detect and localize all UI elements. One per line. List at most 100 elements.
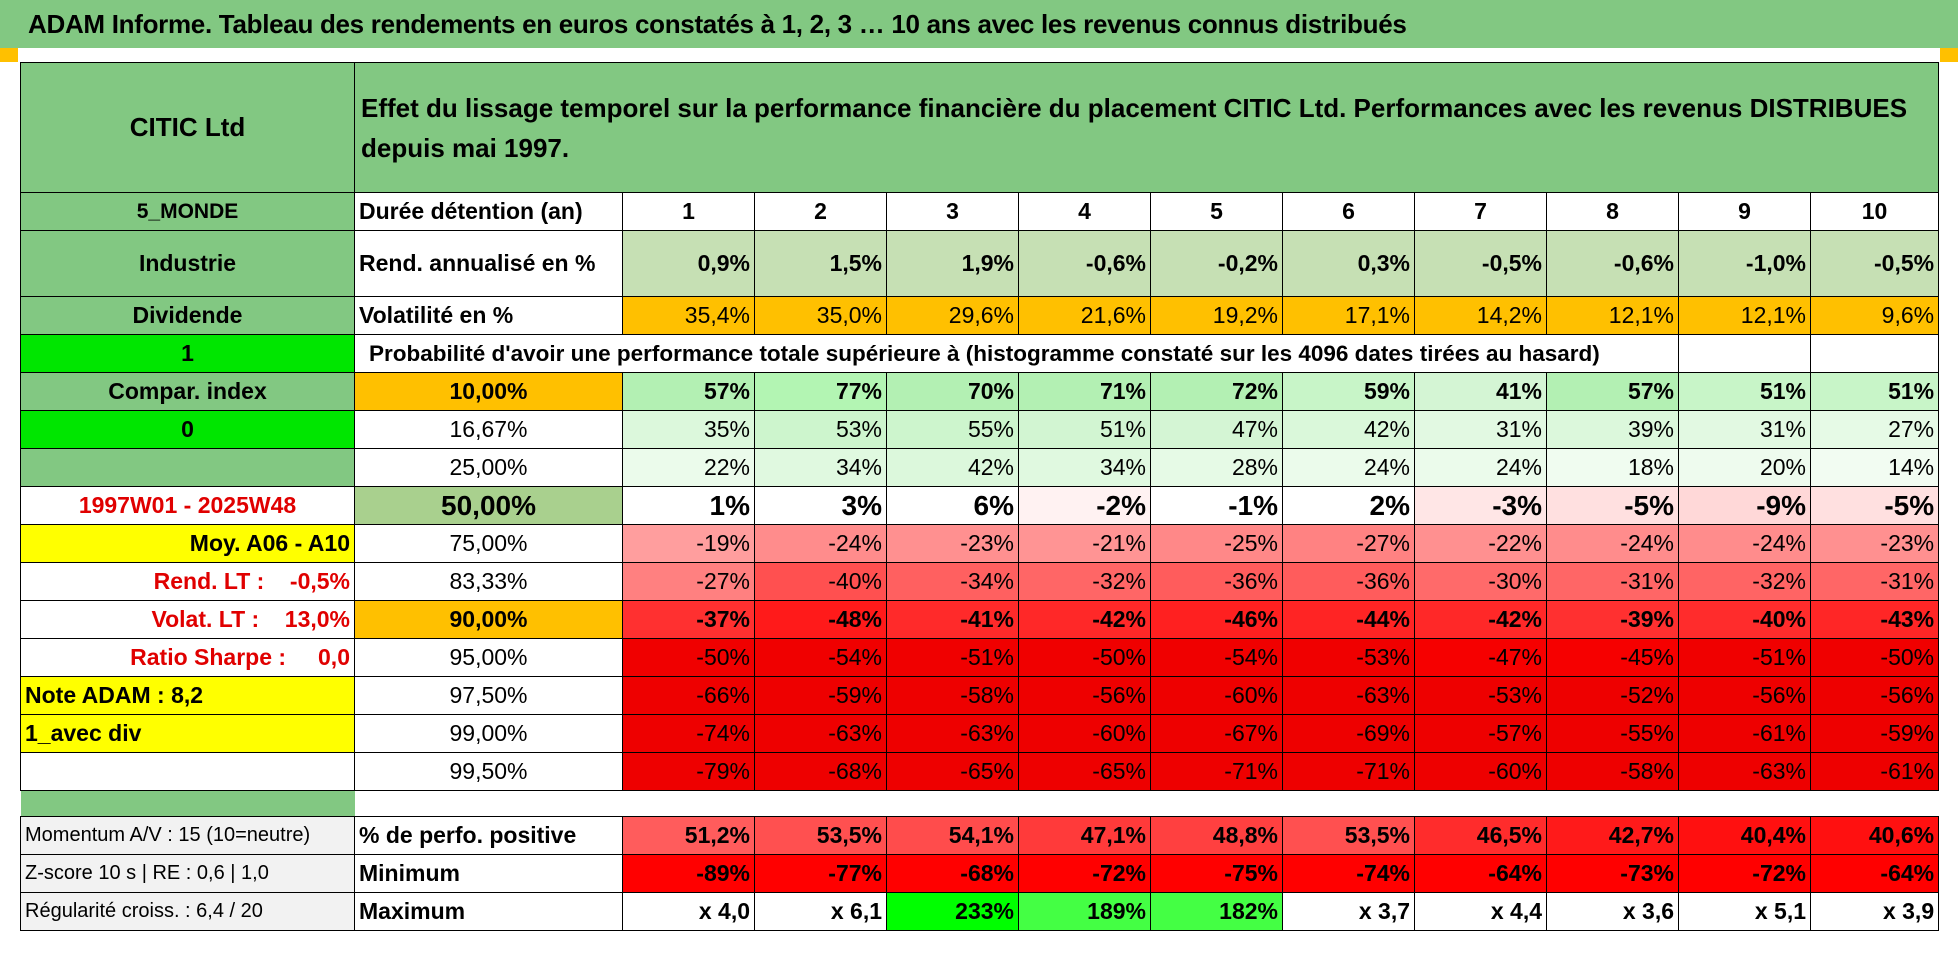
input-cell-1[interactable]: 1 [20, 334, 355, 373]
maximum-cell: x 6,1 [754, 892, 887, 931]
quantile-value-cell: -57% [1414, 714, 1547, 753]
rend-cell: -0,5% [1414, 230, 1547, 297]
asset-name: CITIC Ltd [20, 62, 355, 193]
quantile-value-cell: 18% [1546, 448, 1679, 487]
quantile-value-cell: -5% [1546, 486, 1679, 525]
quantile-value-cell: -5% [1809, 486, 1940, 525]
quantile-value-cell: -46% [1150, 600, 1283, 639]
quantile-value-cell: 57% [1546, 372, 1679, 411]
maximum-cell: x 3,6 [1546, 892, 1679, 931]
quantile-value-cell: -58% [886, 676, 1019, 715]
quantile-value-cell: -54% [1150, 638, 1283, 677]
quantile-value-cell: 35% [622, 410, 755, 449]
quantile-value-cell: -40% [1678, 600, 1811, 639]
quantile-value-cell: -50% [1809, 638, 1940, 677]
min-label: Minimum [354, 854, 623, 893]
quantile-value-cell: -51% [1678, 638, 1811, 677]
minimum-cell: -72% [1678, 854, 1811, 893]
quantile-value-cell: -56% [1018, 676, 1151, 715]
left-edge-marker [0, 48, 18, 62]
vol-cell: 17,1% [1282, 296, 1415, 335]
year-header-cell: 1 [622, 192, 755, 231]
quantile-value-cell: -74% [622, 714, 755, 753]
quantile-value-cell: -19% [622, 524, 755, 563]
minimum-cell: -74% [1282, 854, 1415, 893]
rend-cell: -0,6% [1546, 230, 1679, 297]
quantile-value-cell: 6% [886, 486, 1019, 525]
quantile-value-cell: -25% [1150, 524, 1283, 563]
quantile-value-cell: -9% [1678, 486, 1811, 525]
quantile-value-cell: -39% [1546, 600, 1679, 639]
quantile-value-cell: -53% [1282, 638, 1415, 677]
vol-cell: 9,6% [1809, 296, 1940, 335]
quantile-label: 10,00% [354, 372, 623, 411]
quantile-value-cell: 70% [886, 372, 1019, 411]
quantile-value-cell: -58% [1546, 752, 1679, 791]
quantile-value-cell: 24% [1414, 448, 1547, 487]
quantile-value-cell: -44% [1282, 600, 1415, 639]
input-cell-2[interactable]: 0 [20, 410, 355, 449]
quantile-value-cell: -56% [1678, 676, 1811, 715]
table-description: Effet du lissage temporel sur la perform… [353, 62, 1940, 193]
rend-cell: 1,9% [886, 230, 1019, 297]
quantile-value-cell: -61% [1809, 752, 1940, 791]
quantile-label: 75,00% [354, 524, 623, 563]
quantile-value-cell: -3% [1414, 486, 1547, 525]
quantile-value-cell: 53% [754, 410, 887, 449]
quantile-value-cell: -51% [886, 638, 1019, 677]
quantile-value-cell: -56% [1809, 676, 1940, 715]
quantile-value-cell: 14% [1809, 448, 1940, 487]
title-bar: ADAM Informe. Tableau des rendements en … [0, 0, 1958, 48]
quantile-value-cell: -65% [1018, 752, 1151, 791]
note-adam-cell: Note ADAM : 8,2 [20, 676, 355, 715]
quantile-value-cell: -34% [886, 562, 1019, 601]
maximum-cell: x 4,0 [622, 892, 755, 931]
minimum-cell: -75% [1150, 854, 1283, 893]
quantile-value-cell: -37% [622, 600, 755, 639]
positive-perf-cell: 51,2% [622, 816, 755, 855]
vol-cell: 14,2% [1414, 296, 1547, 335]
quantile-value-cell: 59% [1282, 372, 1415, 411]
maximum-cell: x 5,1 [1678, 892, 1811, 931]
quantile-value-cell: 20% [1678, 448, 1811, 487]
vol-cell: 21,6% [1018, 296, 1151, 335]
quantile-value-cell: 34% [754, 448, 887, 487]
quantile-value-cell: 31% [1414, 410, 1547, 449]
minimum-cell: -64% [1809, 854, 1940, 893]
right-edge-marker [1940, 48, 1958, 62]
vol-cell: 35,4% [622, 296, 755, 335]
quantile-value-cell: -67% [1150, 714, 1283, 753]
quantile-value-cell: -79% [622, 752, 755, 791]
quantile-value-cell: -41% [886, 600, 1019, 639]
vol-cell: 29,6% [886, 296, 1019, 335]
quantile-value-cell: -45% [1546, 638, 1679, 677]
year-header-cell: 4 [1018, 192, 1151, 231]
year-header-cell: 8 [1546, 192, 1679, 231]
sharpe-cell: Ratio Sharpe : 0,0 [20, 638, 355, 677]
year-header-cell: 5 [1150, 192, 1283, 231]
vol-cell: 12,1% [1678, 296, 1811, 335]
quantile-value-cell: -50% [622, 638, 755, 677]
quantile-value-cell: -52% [1546, 676, 1679, 715]
regularite-cell: Régularité croiss. : 6,4 / 20 [20, 892, 355, 931]
quantile-value-cell: -23% [1809, 524, 1940, 563]
quantile-value-cell: 71% [1018, 372, 1151, 411]
quantile-value-cell: -1% [1150, 486, 1283, 525]
rend-cell: 0,9% [622, 230, 755, 297]
gap-cell [354, 790, 1939, 817]
rend-label: Rend. annualisé en % [354, 230, 623, 297]
quantile-value-cell: -53% [1414, 676, 1547, 715]
quantile-value-cell: -22% [1414, 524, 1547, 563]
quantile-value-cell: -68% [754, 752, 887, 791]
quantile-label: 99,00% [354, 714, 623, 753]
period-cell: 1997W01 - 2025W48 [20, 486, 355, 525]
volat-lt-cell: Volat. LT : 13,0% [20, 600, 355, 639]
quantile-value-cell: -66% [622, 676, 755, 715]
mode-cell: 1_avec div [20, 714, 355, 753]
empty-green-cell [20, 448, 355, 487]
quantile-value-cell: -60% [1150, 676, 1283, 715]
year-header-cell: 3 [886, 192, 1019, 231]
year-header-cell: 9 [1678, 192, 1811, 231]
quantile-value-cell: 41% [1414, 372, 1547, 411]
minimum-cell: -73% [1546, 854, 1679, 893]
